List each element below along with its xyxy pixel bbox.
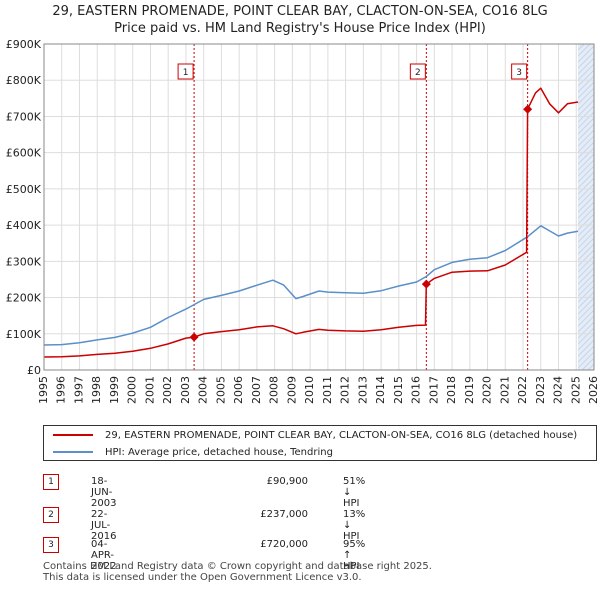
- x-tick-label: 2003: [179, 376, 192, 404]
- y-tick-label: £0: [27, 364, 41, 377]
- sale-point: [421, 279, 431, 289]
- sale-label-box: [177, 63, 194, 80]
- legend-item-hpi: HPI: Average price, detached house, Tend…: [44, 443, 333, 461]
- x-tick-label: 2007: [250, 376, 263, 404]
- x-tick-label: 2009: [285, 376, 298, 404]
- x-tick-label: 1997: [72, 376, 85, 404]
- footer-copyright: Contains HM Land Registry data © Crown c…: [43, 561, 432, 572]
- plot-border: [43, 43, 595, 371]
- x-tick-label: 1998: [90, 376, 103, 404]
- sale-hpi-comparison: 51% ↓ HPI: [343, 476, 366, 509]
- x-tick-label: 2004: [197, 376, 210, 404]
- y-tick-label: £400K: [6, 219, 42, 232]
- sale-number-badge: 2: [43, 507, 59, 523]
- sale-price: £720,000: [260, 539, 308, 550]
- price-chart: 1995 1996 1997 1998 1999 2000 2001 2002 2003 2004…: [6, 38, 600, 404]
- y-tick-label: £100K: [6, 328, 42, 341]
- x-tick-label: 2018: [445, 376, 458, 404]
- property-series-line: [43, 87, 579, 358]
- x-tick-label: 1995: [37, 376, 50, 404]
- legend: 29, EASTERN PROMENADE, POINT CLEAR BAY, …: [43, 425, 597, 461]
- legend-swatch-hpi: [53, 451, 93, 453]
- y-tick-label: £200K: [6, 292, 42, 305]
- forecast-hatch: [578, 195, 595, 213]
- x-tick-label: 2012: [339, 376, 352, 404]
- sale-point: [189, 332, 199, 342]
- x-tick-label: 1999: [108, 376, 121, 404]
- plot-area: [44, 44, 594, 370]
- chart-title-line2: Price paid vs. HM Land Registry's House …: [114, 21, 486, 36]
- sale-label-box: [511, 63, 528, 80]
- x-tick-label: 2000: [126, 376, 139, 404]
- forecast-hatch: [578, 201, 595, 219]
- y-tick-label: £900K: [6, 38, 42, 51]
- sale-hpi-comparison: 95% ↑ HPI: [343, 539, 366, 572]
- y-tick-label: £300K: [6, 255, 42, 268]
- legend-label-hpi: HPI: Average price, detached house, Tend…: [105, 446, 333, 458]
- footer-licence: This data is licensed under the Open Gov…: [43, 572, 362, 583]
- sale-price: £90,900: [266, 476, 308, 487]
- forecast-hatch: [578, 303, 595, 321]
- x-tick-label: 2023: [534, 376, 547, 404]
- sale-number-badge: 1: [43, 474, 59, 490]
- x-tick-label: 2022: [516, 376, 529, 404]
- y-tick-label: £600K: [6, 147, 42, 160]
- x-tick-label: 2010: [303, 376, 316, 404]
- sale-number-badge: 3: [43, 537, 59, 553]
- chart-title-line1: 29, EASTERN PROMENADE, POINT CLEAR BAY, …: [52, 4, 548, 19]
- sale-date: 18-JUN-2003: [91, 476, 117, 509]
- y-tick-label: £700K: [6, 110, 42, 123]
- x-tick-label: 2014: [374, 376, 387, 404]
- x-tick-label: 2011: [321, 376, 334, 404]
- x-tick-label: 2006: [232, 376, 245, 404]
- footer: Contains HM Land Registry data © Crown c…: [43, 561, 432, 583]
- y-tick-label: £800K: [6, 74, 42, 87]
- x-tick-label: 2016: [410, 376, 423, 404]
- legend-label-property: 29, EASTERN PROMENADE, POINT CLEAR BAY, …: [105, 429, 578, 441]
- x-tick-label: 2019: [463, 376, 476, 404]
- forecast-hatch: [578, 87, 595, 105]
- legend-swatch-property: [53, 434, 93, 436]
- x-tick-label: 2015: [392, 376, 405, 404]
- x-tick-label: 2020: [481, 376, 494, 404]
- x-tick-label: 2001: [143, 376, 156, 404]
- sale-label-box: [409, 63, 426, 80]
- sale-date: 22-JUL-2016: [91, 509, 117, 542]
- x-tick-label: 1996: [55, 376, 68, 404]
- sale-date: 04-APR-2022: [91, 539, 117, 572]
- x-tick-label: 2026: [587, 376, 600, 404]
- sale-label: 1: [183, 68, 189, 78]
- forecast-shade: [578, 44, 594, 370]
- forecast-hatch: [578, 93, 595, 111]
- sale-price: £237,000: [260, 509, 308, 520]
- hpi-series-line: [43, 225, 579, 346]
- x-tick-label: 2025: [569, 376, 582, 404]
- x-tick-label: 2002: [161, 376, 174, 404]
- forecast-hatch: [578, 309, 595, 327]
- sale-label: 3: [516, 68, 522, 78]
- chart-title: 29, EASTERN PROMENADE, POINT CLEAR BAY, …: [0, 3, 600, 37]
- x-tick-label: 2021: [498, 376, 511, 404]
- x-tick-label: 2005: [214, 376, 227, 404]
- sale-label: 2: [415, 68, 421, 78]
- legend-item-property: 29, EASTERN PROMENADE, POINT CLEAR BAY, …: [44, 426, 577, 444]
- x-tick-label: 2008: [268, 376, 281, 404]
- x-tick-label: 2017: [427, 376, 440, 404]
- x-tick-label: 2024: [552, 376, 565, 404]
- sale-point: [523, 104, 533, 114]
- x-tick-label: 2013: [356, 376, 369, 404]
- sale-hpi-comparison: 13% ↓ HPI: [343, 509, 366, 542]
- y-tick-label: £500K: [6, 183, 42, 196]
